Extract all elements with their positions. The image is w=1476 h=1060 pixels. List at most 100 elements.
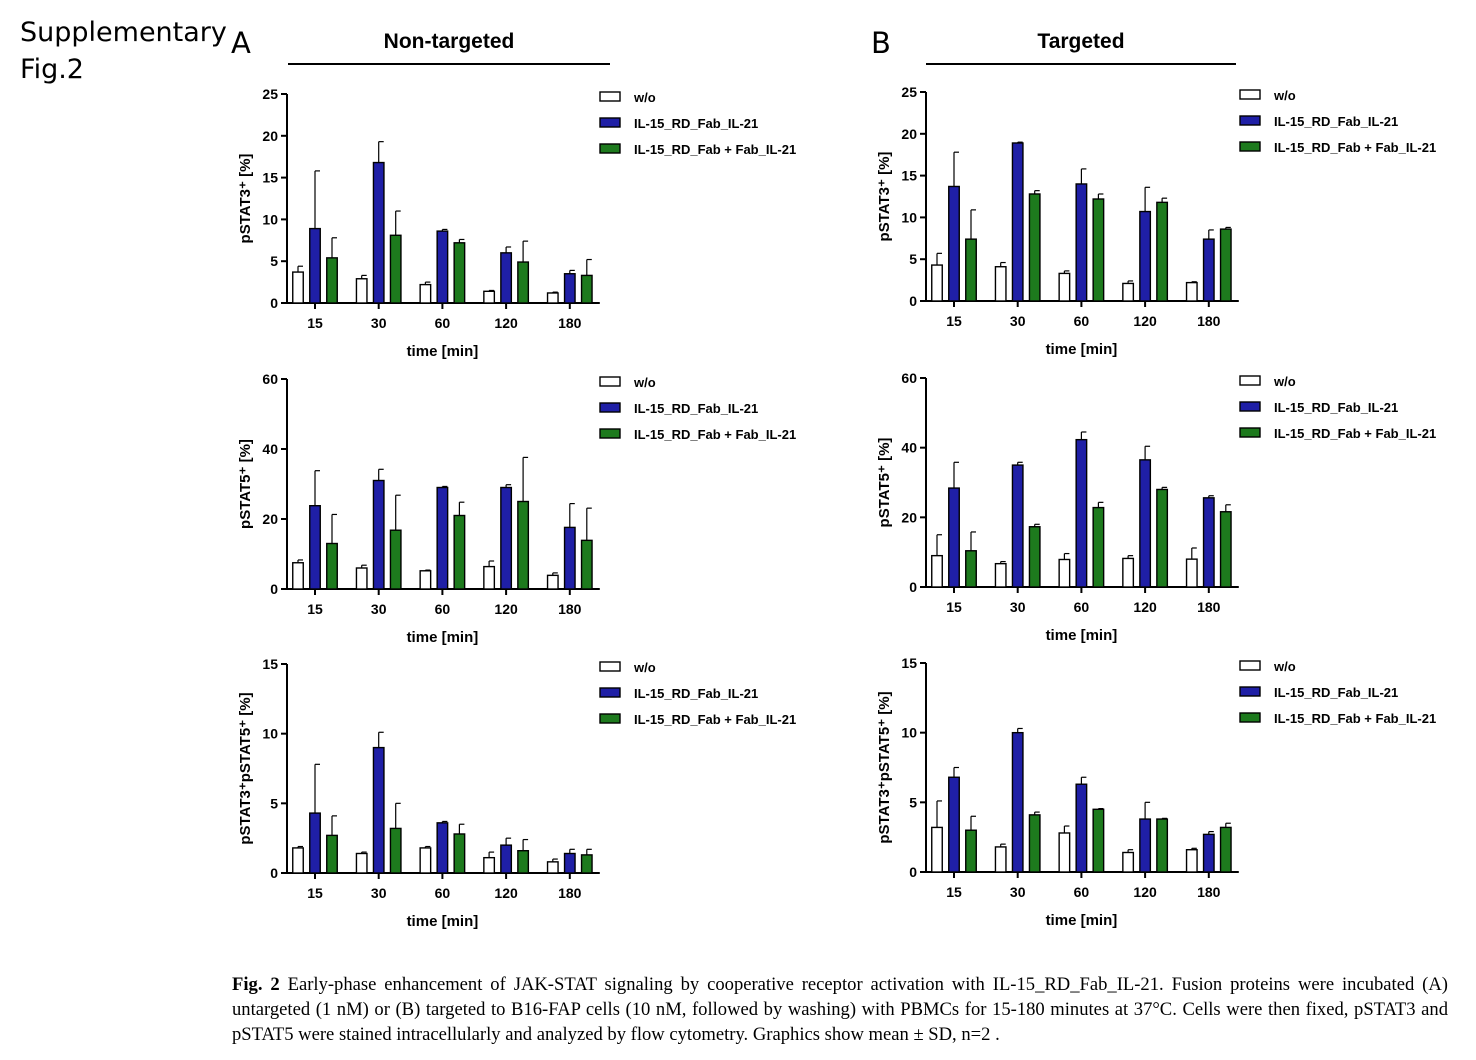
bar-180-3 <box>580 539 593 590</box>
bar-120-2 <box>1139 818 1152 873</box>
legend-label: IL-15_RD_Fab_IL-21 <box>1274 400 1398 415</box>
bar-30-1 <box>355 278 368 304</box>
bar-60-3 <box>453 242 466 304</box>
legend-label: IL-15_RD_Fab_IL-21 <box>1274 685 1398 700</box>
legend-label: w/o <box>633 90 656 105</box>
y-tick-label: 15 <box>901 168 917 184</box>
bar-120-3 <box>1156 201 1169 302</box>
bar-60-1 <box>419 847 432 874</box>
legend-label: IL-15_RD_Fab + Fab_IL-21 <box>1274 426 1436 441</box>
bar-180-2 <box>563 273 576 304</box>
y-tick-label: 0 <box>270 865 278 881</box>
legend-swatch <box>1239 660 1261 671</box>
y-tick-label: 15 <box>262 656 278 672</box>
y-tick-label: 5 <box>909 794 917 810</box>
legend-swatch <box>1239 115 1261 126</box>
x-tick-label: 15 <box>307 885 323 901</box>
bar-120-1 <box>1122 851 1135 873</box>
bar-60-1 <box>419 570 432 590</box>
bar-120-3 <box>1156 818 1169 873</box>
x-tick-label: 15 <box>307 601 323 617</box>
bar-180-1 <box>1185 558 1198 588</box>
x-tick-label: 15 <box>946 884 962 900</box>
y-tick-label: 40 <box>901 440 917 456</box>
y-tick-label: 5 <box>270 253 278 269</box>
bar-60-2 <box>1075 183 1088 302</box>
x-tick-label: 180 <box>558 315 582 331</box>
bar-60-2 <box>1075 438 1088 588</box>
legend-swatch <box>599 143 621 154</box>
bar-180-2 <box>1202 497 1215 588</box>
y-tick-label: 10 <box>262 211 278 227</box>
x-tick-label: 30 <box>371 601 387 617</box>
x-tick-label: 120 <box>494 315 518 331</box>
bar-30-1 <box>355 852 368 874</box>
bar-180-2 <box>1202 833 1215 873</box>
legend-swatch <box>599 687 621 698</box>
bar-60-2 <box>436 822 449 874</box>
x-tick-label: 30 <box>1010 599 1026 615</box>
bar-120-2 <box>1139 210 1152 302</box>
bar-60-3 <box>1092 198 1105 302</box>
legend-swatch <box>1239 686 1261 697</box>
x-tick-label: 120 <box>494 601 518 617</box>
bar-15-3 <box>326 834 338 874</box>
x-tick-label: 30 <box>371 315 387 331</box>
x-tick-label: 15 <box>946 599 962 615</box>
legend-label: IL-15_RD_Fab + Fab_IL-21 <box>1274 711 1436 726</box>
bar-60-1 <box>419 283 432 304</box>
caption-text: Early-phase enhancement of JAK-STAT sign… <box>232 974 1448 1045</box>
x-axis-label: time [min] <box>1046 341 1118 358</box>
bar-180-1 <box>1185 849 1198 873</box>
x-axis-label: time [min] <box>407 629 479 646</box>
legend-label: IL-15_RD_Fab + Fab_IL-21 <box>634 427 796 442</box>
x-tick-label: 120 <box>1133 313 1157 329</box>
charts-canvas: 0 5 10 15 20 25 15 30 60 120 180 time [min] pSTAT3⁺ … <box>237 84 1436 930</box>
bar-30-3 <box>389 827 402 874</box>
chart-4: 0 5 10 15 20 25 15 30 60 120 180 time [min] pSTAT3⁺ … <box>876 84 1436 358</box>
y-tick-label: 20 <box>901 509 917 525</box>
bar-30-1 <box>994 266 1007 302</box>
bar-15-2 <box>948 185 960 302</box>
bar-15-2 <box>948 487 960 588</box>
figure-label: Supplementary Fig.2 <box>20 17 227 85</box>
bar-180-3 <box>1219 511 1232 588</box>
y-axis-label: pSTAT3⁺ [%] <box>237 154 254 244</box>
chart-2: 0 20 40 60 15 30 60 120 180 time [min] pSTAT5⁺ [%]… <box>237 371 796 646</box>
bar-15-1 <box>292 271 304 304</box>
x-tick-label: 15 <box>946 313 962 329</box>
y-tick-label: 25 <box>901 84 917 100</box>
bar-120-1 <box>1122 282 1135 302</box>
x-tick-label: 60 <box>435 315 451 331</box>
bar-15-1 <box>292 847 304 874</box>
x-tick-label: 180 <box>558 885 582 901</box>
y-tick-label: 0 <box>270 295 278 311</box>
x-tick-label: 180 <box>1197 313 1221 329</box>
legend-swatch <box>599 117 621 128</box>
bar-120-1 <box>483 565 496 590</box>
y-tick-label: 10 <box>901 209 917 225</box>
legend-label: IL-15_RD_Fab_IL-21 <box>634 401 758 416</box>
legend-swatch <box>599 428 621 439</box>
legend-label: w/o <box>1273 374 1296 389</box>
bar-120-3 <box>517 261 530 304</box>
bar-60-2 <box>436 486 449 590</box>
bar-30-3 <box>1028 193 1041 302</box>
panel-title-rule-b <box>926 63 1236 65</box>
x-axis-label: time [min] <box>1046 627 1118 644</box>
bar-30-3 <box>389 234 402 304</box>
legend-swatch <box>599 402 621 413</box>
bar-60-3 <box>1092 506 1105 588</box>
legend-label: IL-15_RD_Fab_IL-21 <box>1274 114 1398 129</box>
bar-30-2 <box>1011 142 1024 302</box>
x-tick-label: 30 <box>1010 884 1026 900</box>
x-axis-label: time [min] <box>407 343 479 360</box>
y-tick-label: 15 <box>901 655 917 671</box>
x-tick-label: 120 <box>1133 599 1157 615</box>
y-tick-label: 20 <box>901 126 917 142</box>
x-tick-label: 60 <box>435 601 451 617</box>
figure-caption: Fig. 2 Early-phase enhancement of JAK-ST… <box>232 972 1448 1047</box>
bar-120-3 <box>517 500 530 590</box>
bar-15-2 <box>309 505 321 590</box>
panel-letter-b: B <box>871 26 891 60</box>
